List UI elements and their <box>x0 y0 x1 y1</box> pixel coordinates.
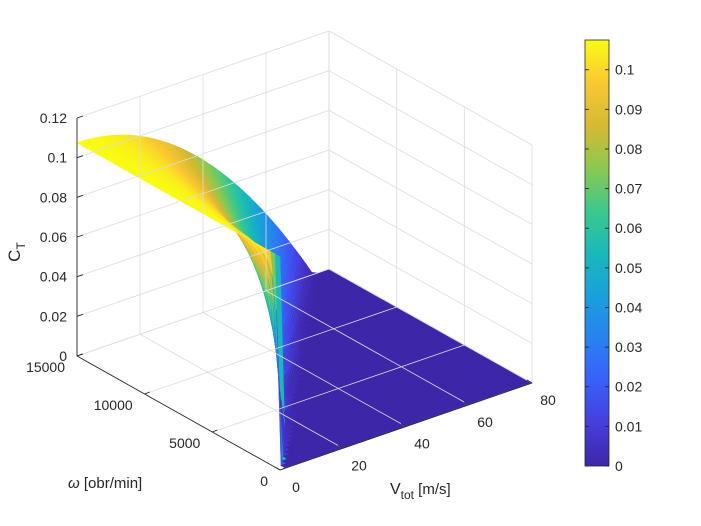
vtot-tick-mark <box>274 466 281 471</box>
vtot-tick-label: 20 <box>351 457 367 473</box>
grid-line <box>139 333 344 449</box>
z-axis-label-sub: T <box>14 242 28 250</box>
z-tick-mark <box>76 234 84 238</box>
vtot-tick-label: 0 <box>292 479 300 495</box>
colorbar-tick-label: 0.01 <box>615 418 642 434</box>
vtot-tick-mark <box>337 444 344 449</box>
omega-tick-mark <box>212 429 218 433</box>
colorbar-tick-label: 0.09 <box>615 101 642 117</box>
grid-line <box>328 70 533 186</box>
colorbar-tick-label: 0.07 <box>615 181 642 197</box>
grid-line <box>328 268 533 384</box>
z-tick-label: 0.02 <box>40 308 67 324</box>
vtot-tick-label: 80 <box>540 392 556 408</box>
z-axis-label-main: C <box>5 250 24 262</box>
omega-axis-ticks: 0 5000 10000 15000 <box>26 353 286 489</box>
grid-line <box>328 149 533 265</box>
z-tick-label: 0.12 <box>40 110 67 126</box>
vtot-axis-ticks: 0 20 40 60 80 <box>274 379 556 495</box>
vtot-axis-label: Vtot [m/s] <box>390 481 451 502</box>
omega-tick-mark <box>279 467 286 471</box>
grid-line <box>328 189 533 305</box>
grid-line <box>212 344 465 433</box>
z-tick-mark <box>76 155 84 159</box>
grid-line <box>76 268 330 357</box>
grid-layer <box>76 30 533 471</box>
vtot-tick-label: 40 <box>414 436 430 452</box>
z-tick-label: 0.1 <box>48 150 68 166</box>
grid-line <box>202 312 407 427</box>
vtot-tick-mark <box>463 401 470 406</box>
grid-line <box>328 228 533 344</box>
z-tick-label: 0.06 <box>40 229 67 245</box>
colorbar-ticks: 0 0.01 0.02 0.03 0.04 0.05 0.06 0.07 0.08 0.09 0.1 <box>585 62 642 474</box>
z-tick-label: 0.08 <box>40 189 67 205</box>
omega-axis-line <box>76 355 281 471</box>
vtot-tick-mark <box>526 379 533 384</box>
colorbar-tick-label: 0 <box>615 458 623 474</box>
colorbar-tick-label: 0.1 <box>615 62 635 78</box>
vtot-tick-label: 60 <box>477 414 493 430</box>
grid-line <box>328 30 533 146</box>
z-tick-mark <box>76 194 84 198</box>
vtot-axis-label-unit: [m/s] <box>414 481 451 498</box>
z-tick-label: 0 <box>59 348 67 364</box>
z-tick-mark <box>76 274 84 278</box>
omega-tick-label: 15000 <box>26 359 65 375</box>
colorbar-tick-label: 0.06 <box>615 220 642 236</box>
omega-axis-unit: [obr/min] <box>80 475 143 492</box>
colorbar <box>584 39 610 467</box>
omega-tick-label: 5000 <box>169 435 200 451</box>
z-tick-mark <box>76 115 84 119</box>
grid-line <box>265 290 470 406</box>
z-tick-label: 0.04 <box>40 269 67 285</box>
colorbar-tick-label: 0.05 <box>615 260 642 276</box>
colorbar-tick-label: 0.03 <box>615 339 642 355</box>
z-axis-label: CT <box>5 242 28 262</box>
omega-axis-label: ω [obr/min] <box>68 475 142 492</box>
z-tick-mark <box>76 313 84 317</box>
vtot-axis-label-main: V <box>390 481 401 498</box>
omega-tick-label: 0 <box>260 473 268 489</box>
omega-tick-mark <box>76 353 83 357</box>
grid-line <box>144 306 397 395</box>
colorbar-tick-label: 0.04 <box>615 299 642 315</box>
omega-axis-symbol: ω <box>68 475 80 492</box>
vtot-axis-label-sub: tot <box>401 488 415 502</box>
colorbar-tick-label: 0.08 <box>615 141 642 157</box>
grid-line <box>328 109 533 225</box>
colorbar-tick-label: 0.02 <box>615 379 642 395</box>
omega-tick-mark <box>144 391 150 395</box>
vtot-tick-mark <box>400 423 407 427</box>
surface-layer <box>76 134 533 469</box>
omega-tick-label: 10000 <box>94 397 133 413</box>
z-axis-ticks: 0 0.02 0.04 0.06 0.08 0.1 0.12 <box>40 110 84 364</box>
